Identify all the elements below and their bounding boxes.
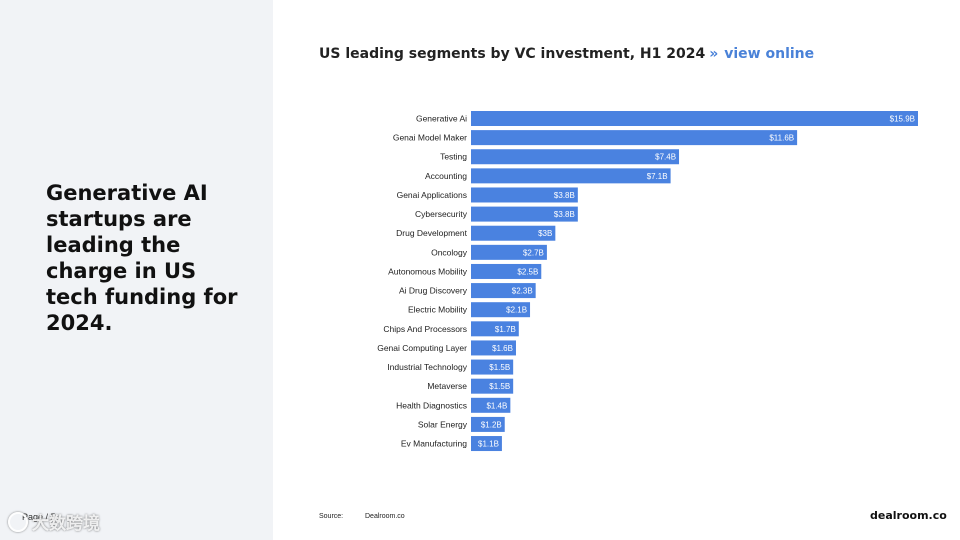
value-label: $3B: [538, 229, 552, 238]
category-label: Testing: [440, 152, 467, 162]
bar[interactable]: [471, 340, 516, 356]
value-label: $2.3B: [512, 287, 533, 296]
source-label: Source:: [319, 513, 344, 520]
category-label: Oncology: [431, 247, 468, 257]
bar[interactable]: [471, 149, 680, 165]
left-panel: [0, 0, 273, 540]
value-label: $1.6B: [492, 344, 513, 353]
category-label: Genai Applications: [397, 190, 467, 200]
category-label: Health Diagnostics: [396, 400, 467, 410]
value-label: $1.2B: [481, 420, 502, 429]
category-label: Accounting: [425, 171, 467, 181]
value-label: $1.4B: [486, 401, 507, 410]
value-label: $1.1B: [478, 440, 499, 449]
category-label: Industrial Technology: [387, 362, 467, 372]
value-label: $3.8B: [554, 210, 575, 219]
bar[interactable]: [471, 225, 556, 241]
value-label: $11.6B: [769, 134, 794, 143]
chart-title: US leading segments by VC investment, H1…: [319, 46, 814, 62]
category-label: Autonomous Mobility: [388, 266, 468, 276]
category-label: Generative Ai: [416, 114, 467, 124]
bar[interactable]: [471, 283, 536, 299]
bar[interactable]: [471, 187, 578, 203]
value-label: $1.7B: [495, 325, 516, 334]
value-label: $2.5B: [517, 267, 538, 276]
bar[interactable]: [471, 436, 502, 452]
bar[interactable]: [471, 321, 519, 337]
category-label: Metaverse: [427, 381, 467, 391]
view-online-link[interactable]: view online: [724, 46, 815, 62]
brand-logo[interactable]: dealroom.co: [870, 509, 947, 522]
category-label: Chips And Processors: [383, 324, 467, 334]
bar[interactable]: [471, 397, 511, 413]
bar[interactable]: [471, 263, 542, 279]
bar[interactable]: [471, 378, 514, 394]
category-label: Electric Mobility: [408, 305, 468, 315]
value-label: $7.1B: [647, 172, 668, 181]
value-label: $2.7B: [523, 248, 544, 257]
watermark-text: 大数跨境: [32, 514, 100, 534]
category-label: Solar Energy: [418, 419, 468, 429]
category-label: Ev Manufacturing: [401, 439, 467, 449]
bar[interactable]: [471, 416, 505, 432]
bar[interactable]: [471, 206, 578, 222]
bar[interactable]: [471, 111, 918, 126]
chart-title-text: US leading segments by VC investment, H1…: [319, 46, 706, 62]
value-label: $15.9B: [890, 115, 915, 124]
category-label: Genai Model Maker: [393, 133, 467, 143]
source-value: Dealroom.co: [365, 513, 405, 520]
page-number: Page / 5: [22, 512, 56, 522]
value-label: $7.4B: [655, 153, 676, 162]
category-label: Ai Drug Discovery: [399, 286, 468, 296]
bar[interactable]: [471, 302, 531, 318]
bar[interactable]: [471, 244, 547, 260]
value-label: $3.8B: [554, 191, 575, 200]
bar[interactable]: [471, 168, 671, 184]
watermark-logo-icon: [8, 512, 28, 532]
chevron-right-icon: »: [709, 46, 719, 62]
value-label: $1.5B: [489, 382, 510, 391]
value-label: $2.1B: [506, 306, 527, 315]
category-label: Drug Development: [396, 228, 468, 238]
watermark: 大数跨境: [8, 509, 100, 534]
headline: Generative AI startups are leading the c…: [46, 181, 238, 335]
category-label: Cybersecurity: [415, 209, 468, 219]
value-label: $1.5B: [489, 363, 510, 372]
bar[interactable]: [471, 130, 798, 146]
category-label: Genai Computing Layer: [377, 343, 467, 353]
bar[interactable]: [471, 359, 514, 375]
